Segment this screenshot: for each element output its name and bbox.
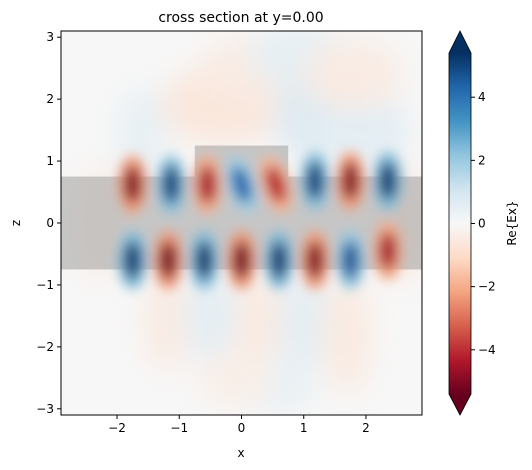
field-halo	[278, 272, 329, 372]
y-tick-label: 1	[46, 154, 54, 168]
field-lobe	[227, 230, 256, 290]
x-tick-label: −2	[108, 421, 126, 435]
field-halo	[322, 90, 410, 170]
y-tick-label: −1	[36, 278, 54, 292]
y-axis-label: z	[9, 220, 23, 226]
y-tick-label: 3	[46, 30, 54, 44]
x-tick-label: 1	[300, 421, 308, 435]
y-tick-label: 2	[46, 92, 54, 106]
colorbar-tick-label: −4	[478, 343, 496, 357]
field-lobe	[336, 230, 365, 290]
x-tick-label: 2	[362, 421, 370, 435]
field-lobe	[189, 230, 219, 290]
field-lobe	[300, 151, 330, 211]
colorbar-tick-label: 0	[478, 217, 486, 231]
field-halo	[185, 266, 236, 366]
field-lobe	[192, 155, 222, 215]
colorbar-extend-top	[449, 31, 471, 53]
x-tick-label: −1	[170, 421, 188, 435]
field-lobe	[225, 156, 258, 213]
field-halo	[197, 348, 273, 408]
field-lobe	[373, 151, 403, 211]
colorbar-label: Re{Ex}	[505, 200, 519, 245]
colorbar-tick-label: −2	[478, 280, 496, 294]
y-tick-label: 0	[46, 216, 54, 230]
chart-title: cross section at y=0.00	[158, 10, 323, 26]
field-lobe	[300, 230, 330, 290]
colorbar: −4 −2 0 2 4 Re{Ex}	[448, 30, 519, 416]
field-halo	[322, 275, 373, 394]
field-lobe	[118, 155, 147, 215]
field-lobe	[336, 151, 365, 211]
colorbar-gradient	[449, 53, 471, 394]
colorbar-outline	[448, 30, 472, 416]
field-lobe	[259, 156, 293, 213]
field-map	[61, 31, 422, 414]
x-axis-label: x	[237, 446, 244, 460]
colorbar-extend-bottom	[449, 394, 471, 415]
y-tick-label: −2	[36, 340, 54, 354]
field-lobe	[118, 230, 147, 290]
colorbar-tick-label: 4	[478, 90, 486, 104]
field-lobe	[264, 230, 294, 290]
field-halo	[141, 272, 192, 372]
y-axis: −3 −2 −1 0 1 2 3	[36, 30, 61, 416]
field-lobe	[373, 221, 403, 281]
field-lobe	[156, 155, 186, 215]
colorbar-tick-label: 2	[478, 153, 486, 167]
field-lobe	[153, 230, 183, 290]
field-halo	[303, 39, 404, 110]
x-tick-label: 0	[238, 421, 246, 435]
y-tick-label: −3	[36, 402, 54, 416]
x-axis: −2 −1 0 1 2	[108, 415, 370, 435]
field-halo	[235, 272, 286, 372]
